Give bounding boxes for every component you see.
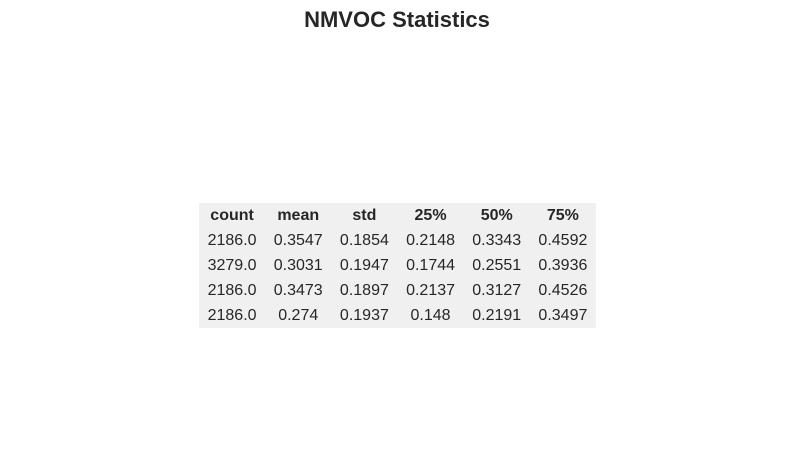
column-header-std: std [352, 207, 377, 224]
table-cell: 0.274 [278, 307, 319, 324]
table-cell: 0.4526 [538, 282, 588, 299]
table-cell: 0.1854 [339, 232, 389, 249]
table-cell: 2186.0 [207, 282, 257, 299]
table-cell: 0.1947 [339, 257, 389, 274]
table-cell: 2186.0 [207, 307, 257, 324]
table-cell: 0.3547 [273, 232, 323, 249]
table-cell: 0.2191 [472, 307, 522, 324]
table-cell: 2186.0 [207, 232, 257, 249]
table-cell: 0.3343 [472, 232, 522, 249]
table-cell: 0.1937 [339, 307, 389, 324]
column-header-75pct: 75% [546, 207, 579, 224]
table-cell: 0.1744 [406, 257, 456, 274]
table-cell: 0.2148 [406, 232, 456, 249]
table-cell: 0.2551 [472, 257, 522, 274]
column-header-25pct: 25% [414, 207, 447, 224]
column-header-50pct: 50% [480, 207, 513, 224]
table-row: 2186.0 0.274 0.1937 0.148 0.2191 0.3497 [199, 303, 596, 328]
chart-title: NMVOC Statistics [304, 7, 490, 32]
table-row: 3279.0 0.3031 0.1947 0.1744 0.2551 0.393… [199, 253, 596, 278]
table-cell: 0.148 [410, 307, 451, 324]
column-header-count: count [210, 207, 254, 224]
table-row: 2186.0 0.3473 0.1897 0.2137 0.3127 0.452… [199, 278, 596, 303]
table-cell: 0.3936 [538, 257, 588, 274]
table-cell: 0.2137 [406, 282, 456, 299]
table-row: 2186.0 0.3547 0.1854 0.2148 0.3343 0.459… [199, 228, 596, 253]
column-header-mean: mean [277, 207, 320, 224]
table-header-row: count mean std 25% 50% 75% [199, 203, 596, 228]
table-cell: 3279.0 [207, 257, 257, 274]
table-cell: 0.3497 [538, 307, 588, 324]
table-cell: 0.4592 [538, 232, 588, 249]
statistics-table: count mean std 25% 50% 75% 2186.0 0.3547… [199, 203, 596, 328]
table-cell: 0.3127 [472, 282, 522, 299]
table-cell: 0.3031 [273, 257, 323, 274]
table-cell: 0.1897 [339, 282, 389, 299]
table-cell: 0.3473 [273, 282, 323, 299]
